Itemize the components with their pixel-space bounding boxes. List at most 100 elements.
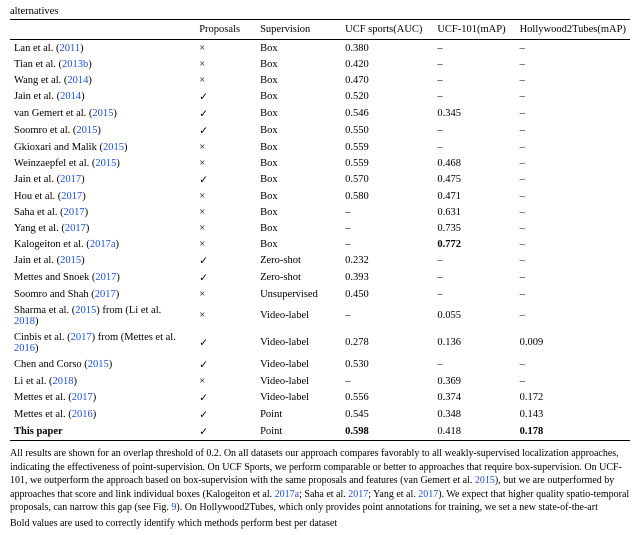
table-row: Li et al. (2018)Video-label–0.369–	[10, 373, 630, 389]
cross-icon	[199, 142, 205, 153]
citation-link[interactable]: 2017	[95, 272, 116, 283]
citation-link[interactable]: 2017	[60, 174, 81, 185]
cell-supervision: Box	[256, 122, 341, 139]
citation-link[interactable]: 2016	[72, 409, 93, 420]
caption-text: ; Yang et al.	[368, 489, 418, 500]
cross-icon	[199, 75, 205, 86]
table-body: Lan et al. (2011)Box0.380––Tian et al. (…	[10, 40, 630, 441]
cell-ucfsports: 0.550	[341, 122, 433, 139]
citation-link[interactable]: 2015	[103, 142, 124, 153]
cell-hollywood: –	[516, 220, 630, 236]
cell-hollywood: –	[516, 139, 630, 155]
cell-ucf101: 0.468	[433, 155, 515, 171]
citation-link[interactable]: 2015	[88, 359, 109, 370]
cell-proposals	[189, 286, 256, 302]
citation-link[interactable]: 2017	[348, 489, 368, 500]
citation-link[interactable]: 2017a	[275, 489, 299, 500]
cross-icon	[199, 158, 205, 169]
check-icon	[199, 126, 208, 137]
table-header-row: Proposals Supervision UCF sports(AUC) UC…	[10, 20, 630, 40]
citation-link[interactable]: 2017	[95, 289, 116, 300]
cell-proposals	[189, 122, 256, 139]
cell-ucfsports: 0.450	[341, 286, 433, 302]
citation-link[interactable]: 2015	[92, 108, 113, 119]
cell-supervision: Point	[256, 423, 341, 441]
cell-proposals	[189, 302, 256, 329]
cell-author: Lan et al. (2011)	[10, 40, 189, 57]
table-row: Mettes et al. (2017)Video-label0.5560.37…	[10, 389, 630, 406]
this-paper-label: This paper	[14, 426, 63, 437]
cell-ucf101: 0.348	[433, 406, 515, 423]
cell-author: Soomro et al. (2015)	[10, 122, 189, 139]
check-icon	[199, 427, 208, 438]
cell-proposals	[189, 88, 256, 105]
citation-link[interactable]: 2017a	[90, 239, 116, 250]
citation-link[interactable]: 2017	[72, 392, 93, 403]
cell-proposals	[189, 56, 256, 72]
table-note: Bold values are used to correctly identi…	[10, 518, 630, 529]
cross-icon	[199, 191, 205, 202]
cell-ucfsports: –	[341, 302, 433, 329]
citation-link[interactable]: 2011	[59, 43, 80, 54]
citation-link[interactable]: 2016	[14, 343, 35, 354]
col-header-proposals: Proposals	[189, 20, 256, 40]
cell-ucf101: –	[433, 72, 515, 88]
citation-link[interactable]: 2014	[67, 75, 88, 86]
cell-proposals	[189, 356, 256, 373]
cell-hollywood: –	[516, 171, 630, 188]
cell-hollywood: –	[516, 269, 630, 286]
check-icon	[199, 393, 208, 404]
cell-hollywood: 0.143	[516, 406, 630, 423]
table-row: Jain et al. (2017)Box0.5700.475–	[10, 171, 630, 188]
caption-text: ). On Hollywood2Tubes, which only provid…	[176, 502, 598, 513]
cell-proposals	[189, 155, 256, 171]
cell-hollywood: –	[516, 204, 630, 220]
cell-author: Yang et al. (2017)	[10, 220, 189, 236]
citation-link[interactable]: 2017	[64, 207, 85, 218]
cell-author: Jain et al. (2015)	[10, 252, 189, 269]
cell-supervision: Box	[256, 204, 341, 220]
cell-ucfsports: 0.559	[341, 139, 433, 155]
citation-link[interactable]: 2017	[71, 332, 92, 343]
check-icon	[199, 273, 208, 284]
citation-link[interactable]: 2015	[60, 255, 81, 266]
citation-link[interactable]: 2015	[475, 475, 495, 486]
citation-link[interactable]: 2014	[60, 91, 81, 102]
citation-link[interactable]: 2017	[418, 489, 438, 500]
citation-link[interactable]: 2015	[75, 305, 96, 316]
cross-icon	[199, 376, 205, 387]
cell-ucfsports: –	[341, 204, 433, 220]
cell-proposals	[189, 236, 256, 252]
cell-author: Cinbis et al. (2017) from (Mettes et al.…	[10, 329, 189, 356]
cell-proposals	[189, 389, 256, 406]
cell-ucf101: –	[433, 88, 515, 105]
citation-link[interactable]: 2018	[14, 316, 35, 327]
cell-ucf101: –	[433, 286, 515, 302]
citation-link[interactable]: 2017	[61, 191, 82, 202]
col-header-hollywood: Hollywood2Tubes(mAP)	[516, 20, 630, 40]
citation-link[interactable]: 2015	[76, 125, 97, 136]
table-row: Weinzaepfel et al. (2015)Box0.5590.468–	[10, 155, 630, 171]
cell-ucfsports: 0.278	[341, 329, 433, 356]
cell-supervision: Box	[256, 72, 341, 88]
table-row: Mettes and Snoek (2017)Zero-shot0.393––	[10, 269, 630, 286]
cell-ucfsports: 0.470	[341, 72, 433, 88]
citation-link[interactable]: 2018	[52, 376, 73, 387]
citation-link[interactable]: 2013b	[62, 59, 88, 70]
table-row: Lan et al. (2011)Box0.380––	[10, 40, 630, 57]
cell-proposals	[189, 329, 256, 356]
cross-icon	[199, 59, 205, 70]
cell-ucfsports: –	[341, 236, 433, 252]
table-row: Tian et al. (2013b)Box0.420––	[10, 56, 630, 72]
cell-hollywood: 0.172	[516, 389, 630, 406]
check-icon	[199, 256, 208, 267]
cell-ucf101: –	[433, 252, 515, 269]
cell-ucf101: –	[433, 40, 515, 57]
cross-icon	[199, 310, 205, 321]
cell-ucf101: 0.374	[433, 389, 515, 406]
cell-hollywood: –	[516, 105, 630, 122]
cell-supervision: Box	[256, 171, 341, 188]
citation-link[interactable]: 2017	[65, 223, 86, 234]
citation-link[interactable]: 2015	[95, 158, 116, 169]
check-icon	[199, 360, 208, 371]
